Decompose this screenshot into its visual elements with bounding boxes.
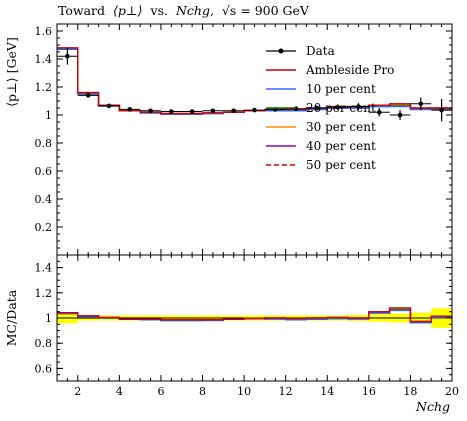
data-point [397, 112, 403, 118]
y-tick-label: 0.8 [35, 337, 53, 350]
y-tick-label: 1.4 [35, 262, 53, 275]
main-plot-panel: 0.2 0.4 0.6 0.8 1 1.2 1.4 1.6 [35, 23, 453, 256]
data-point [148, 108, 153, 114]
data-point [418, 101, 424, 107]
legend-label: 20 per cent [306, 101, 376, 115]
data-point [376, 109, 382, 115]
ratio-y-ticks: 0.6 0.8 1 1.2 1.4 [35, 260, 452, 375]
y-tick-label: 0.2 [35, 221, 53, 234]
y-tick-label: 1.6 [35, 25, 53, 38]
series-line-ratio [57, 307, 452, 323]
legend-label: 50 per cent [306, 158, 376, 172]
main-y-axis-label: ⟨p⊥⟩ [GeV] [4, 37, 19, 107]
legend: Data Ambleside Pro 10 per cent 20 per cent 3… [266, 44, 394, 172]
data-points-group [57, 47, 452, 122]
legend-label: Data [306, 44, 335, 58]
y-tick-label: 1.2 [35, 81, 53, 94]
ratio-y-axis-label: MC/Data [4, 289, 19, 346]
y-tick-label: 1.4 [35, 53, 53, 66]
data-point [314, 105, 320, 111]
main-plot-frame [56, 23, 453, 256]
x-tick-label: 10 [237, 385, 251, 398]
y-tick-label: 0.6 [35, 165, 53, 178]
data-point [335, 105, 340, 110]
legend-label: 10 per cent [306, 82, 376, 96]
ratio-x-ticks: 2 4 6 8 10 12 14 16 18 20 [56, 255, 459, 398]
ratio-series-group [57, 307, 452, 324]
ratio-plot-panel: 0.6 0.8 1 1.2 1.4 2 4 6 8 10 12 14 16 18 20 [35, 254, 459, 398]
data-point [127, 107, 133, 112]
x-tick-label: 8 [199, 385, 206, 398]
x-tick-label: 6 [157, 385, 164, 398]
legend-label: 30 per cent [306, 120, 376, 134]
data-point [231, 108, 237, 114]
data-point [189, 109, 195, 114]
legend-label: Ambleside Pro [305, 63, 394, 77]
data-point [65, 53, 70, 59]
y-tick-label: 1 [45, 109, 52, 122]
y-tick-label: 0.8 [35, 137, 53, 150]
data-point [85, 93, 91, 98]
data-point [106, 103, 112, 109]
y-tick-label: 1.2 [35, 287, 53, 300]
x-tick-label: 18 [403, 385, 417, 398]
x-axis-label: Nchg [415, 399, 450, 414]
x-tick-label: 20 [445, 385, 459, 398]
x-tick-label: 4 [116, 385, 123, 398]
x-tick-label: 12 [279, 385, 293, 398]
data-point [439, 107, 444, 113]
x-tick-label: 2 [74, 385, 81, 398]
x-tick-label: 14 [320, 385, 334, 398]
legend-label: 40 per cent [306, 139, 376, 153]
main-series-group [57, 47, 452, 115]
series-line-main [57, 47, 452, 115]
y-tick-label: 0.4 [35, 193, 53, 206]
legend-data-marker [278, 48, 284, 54]
data-point [169, 109, 174, 114]
y-tick-label: 1 [45, 312, 52, 325]
x-tick-label: 16 [362, 385, 376, 398]
data-point [356, 104, 361, 109]
y-tick-label: 0.6 [35, 362, 53, 375]
data-point [210, 108, 216, 114]
main-x-ticks [56, 24, 453, 255]
data-point [252, 107, 257, 113]
main-y-ticks: 0.2 0.4 0.6 0.8 1 1.2 1.4 1.6 [35, 25, 452, 249]
chart-title: Toward ⟨p⊥⟩ vs. Nchg, √s = 900 GeV [58, 3, 310, 18]
